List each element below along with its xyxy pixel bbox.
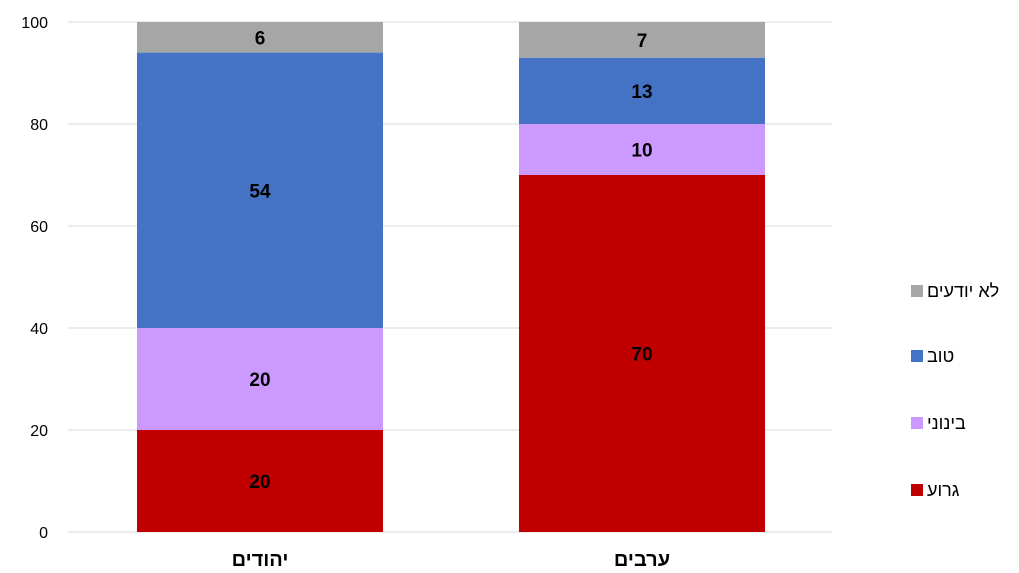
legend-label: טוב [927, 346, 954, 366]
bar-segment [137, 430, 383, 532]
y-tick-label: 100 [21, 15, 48, 32]
legend-item: לא יודעים [911, 281, 999, 301]
y-tick-label: 60 [30, 219, 48, 236]
bar-segment [137, 328, 383, 430]
legend-label: גרוע [927, 480, 960, 500]
legend-swatch [911, 350, 923, 362]
legend: לא יודעים טוב בינוני גרוע [911, 281, 999, 500]
data-label: 20 [249, 472, 270, 493]
y-tick-label: 20 [30, 423, 48, 440]
legend-swatch [911, 285, 923, 297]
data-label: 20 [249, 370, 270, 391]
data-label: 10 [631, 141, 652, 162]
legend-swatch [911, 484, 923, 496]
bar-segment [137, 52, 383, 328]
data-label: 6 [255, 28, 266, 49]
data-label: 7 [637, 31, 648, 52]
bar-segment [519, 124, 765, 175]
legend-label: בינוני [927, 413, 966, 433]
legend-item: בינוני [911, 413, 966, 433]
x-category-label: יהודים [232, 549, 289, 571]
legend-label: לא יודעים [927, 281, 999, 301]
x-category-label: ערבים [614, 549, 670, 571]
bar-segment [519, 22, 765, 58]
legend-item: גרוע [911, 480, 960, 500]
bars: 20 20 54 6 70 10 13 7 [137, 22, 765, 532]
bar-segment [137, 22, 383, 53]
data-label: 54 [249, 181, 271, 202]
bar-segment [519, 57, 765, 125]
bar-segment [519, 175, 765, 532]
y-tick-label: 40 [30, 321, 48, 338]
data-label: 13 [631, 82, 652, 103]
y-tick-label: 0 [39, 525, 48, 542]
y-tick-label: 80 [30, 117, 48, 134]
legend-swatch [911, 417, 923, 429]
y-axis: 0 20 40 60 80 100 [21, 15, 48, 542]
x-axis: יהודים ערבים [232, 549, 671, 571]
data-label: 70 [631, 345, 652, 366]
legend-item: טוב [911, 346, 954, 366]
